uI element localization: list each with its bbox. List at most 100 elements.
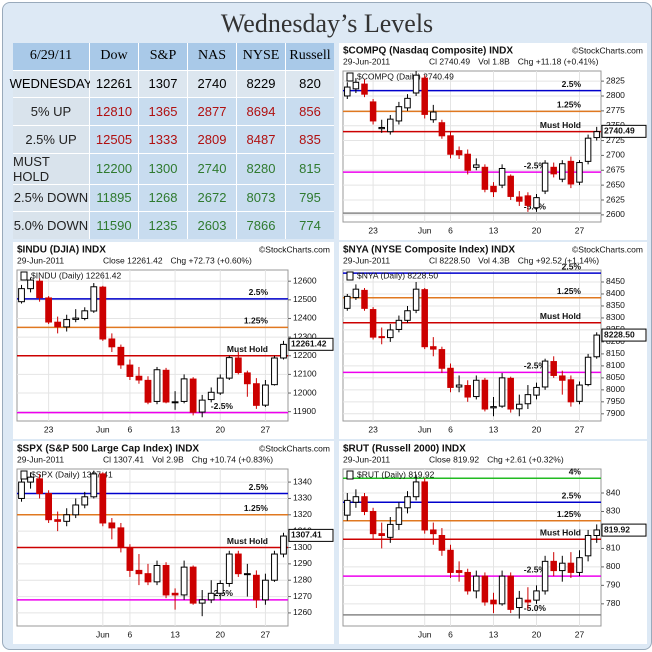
table-cell: 8280 bbox=[237, 153, 285, 184]
x-tick-label: Jun bbox=[418, 225, 432, 235]
y-tick-label: 7900 bbox=[606, 408, 625, 418]
stock-chart: $INDU (DJIA) INDX ©StockCharts.com 29-Jun-… bbox=[13, 242, 334, 439]
table-cell: 5% UP bbox=[13, 98, 89, 125]
y-tick-label: 2700 bbox=[606, 150, 625, 160]
credit: ©StockCharts.com bbox=[259, 244, 330, 254]
level-label: Must Hold bbox=[540, 527, 581, 537]
candle-body bbox=[507, 377, 514, 410]
table-cell: 2603 bbox=[188, 212, 236, 239]
candle-body bbox=[559, 375, 566, 381]
candle-body bbox=[162, 369, 170, 403]
last-price-label: 2740.49 bbox=[604, 126, 635, 136]
candle-body bbox=[541, 360, 549, 388]
candle-body bbox=[404, 496, 411, 509]
candle-body bbox=[576, 557, 583, 573]
candle-body bbox=[378, 533, 385, 536]
stat: Vol 1.8B bbox=[478, 56, 510, 66]
candle-body bbox=[72, 504, 80, 516]
table-cell: 12505 bbox=[90, 125, 138, 153]
candle-body bbox=[430, 346, 437, 350]
table-cell: 12261 bbox=[90, 70, 138, 98]
candle-body bbox=[473, 379, 480, 398]
legend: $COMPQ (Daily) 2740.49 bbox=[357, 71, 454, 81]
stat: Vol 2.9B bbox=[152, 454, 184, 464]
x-tick-label: 23 bbox=[44, 424, 54, 434]
table-cell: 1268 bbox=[139, 184, 187, 212]
x-tick-label: 13 bbox=[170, 424, 180, 434]
stat: Vol 4.3B bbox=[478, 255, 510, 265]
stat: Close 12261.42 bbox=[103, 255, 163, 265]
candle-body bbox=[490, 406, 497, 409]
y-tick-label: 8450 bbox=[606, 276, 625, 286]
table-cell: 820 bbox=[286, 70, 334, 98]
x-tick-label: 6 bbox=[448, 424, 453, 434]
table-cell: 1307 bbox=[139, 70, 187, 98]
table-cell: 8073 bbox=[237, 184, 285, 212]
legend: $NYA (Daily) 8228.50 bbox=[357, 270, 438, 280]
y-tick-label: 12400 bbox=[293, 313, 317, 323]
candle-body bbox=[352, 81, 360, 90]
candle-body bbox=[63, 319, 71, 328]
table-cell: WEDNESDAY bbox=[10, 70, 92, 98]
legend: $INDU (Daily) 12261.42 bbox=[31, 270, 122, 280]
x-tick-label: 6 bbox=[128, 424, 133, 434]
candle-body bbox=[421, 481, 428, 531]
candle-body bbox=[54, 321, 62, 328]
y-tick-label: 12200 bbox=[293, 350, 317, 360]
x-tick-label: Jun bbox=[418, 629, 432, 639]
candle-body bbox=[108, 522, 116, 529]
level-label: -5.0% bbox=[524, 603, 547, 613]
level-label: Must Hold bbox=[227, 536, 268, 546]
candle-body bbox=[498, 575, 506, 605]
candle-body bbox=[252, 383, 260, 406]
candle-body bbox=[225, 357, 233, 379]
y-tick-label: 810 bbox=[606, 543, 620, 553]
candle-body bbox=[533, 386, 540, 396]
stat: Cl 1307.41 bbox=[103, 454, 144, 464]
level-label: 1.25% bbox=[557, 286, 582, 296]
candle-body bbox=[90, 473, 98, 498]
y-tick-label: 8300 bbox=[606, 312, 625, 322]
candle-body bbox=[404, 97, 411, 109]
date: 29-Jun-2011 bbox=[17, 454, 64, 464]
level-label: 2.5% bbox=[249, 287, 269, 297]
candle-body bbox=[361, 289, 368, 309]
y-tick-label: 8350 bbox=[606, 300, 625, 310]
y-tick-label: 2775 bbox=[606, 105, 625, 115]
candle-body bbox=[541, 560, 549, 592]
table-cell: 1300 bbox=[139, 153, 187, 184]
plot-area bbox=[342, 468, 602, 627]
table-cell: 12200 bbox=[90, 153, 138, 184]
candle-body bbox=[387, 523, 394, 538]
level-label: 2.5% bbox=[562, 490, 582, 500]
level-label: Must Hold bbox=[540, 311, 581, 321]
candle-body bbox=[412, 74, 420, 94]
candle-body bbox=[593, 529, 600, 536]
x-tick-label: 27 bbox=[575, 424, 585, 434]
last-price-box bbox=[288, 528, 334, 542]
table-cell: 2740 bbox=[188, 153, 236, 184]
candle-body bbox=[18, 288, 25, 303]
candle-body bbox=[421, 289, 428, 348]
levels-table: 6/29/11 Dow S&P NAS NYSE Russell WEDNESDAY 1226… bbox=[10, 43, 334, 239]
candle-body bbox=[430, 111, 437, 121]
y-tick-label: 2600 bbox=[606, 209, 625, 219]
y-tick-label: 12000 bbox=[293, 387, 317, 397]
level-label: 1.25% bbox=[557, 100, 582, 110]
legend-icon bbox=[346, 470, 354, 480]
candle-body bbox=[361, 83, 368, 95]
candle-body bbox=[252, 574, 260, 601]
table-cell: S&P bbox=[139, 43, 187, 70]
candle-body bbox=[430, 529, 437, 535]
candle-body bbox=[438, 534, 446, 551]
x-tick-label: 13 bbox=[489, 225, 499, 235]
y-tick-label: 830 bbox=[606, 506, 620, 516]
candle-body bbox=[473, 575, 480, 592]
table-cell: 815 bbox=[286, 153, 334, 184]
candle-body bbox=[516, 196, 523, 202]
level-label: Must Hold bbox=[227, 344, 268, 354]
candle-body bbox=[404, 310, 411, 321]
candle-body bbox=[234, 553, 242, 575]
x-tick-label: 27 bbox=[261, 629, 271, 639]
candle-body bbox=[189, 566, 197, 604]
